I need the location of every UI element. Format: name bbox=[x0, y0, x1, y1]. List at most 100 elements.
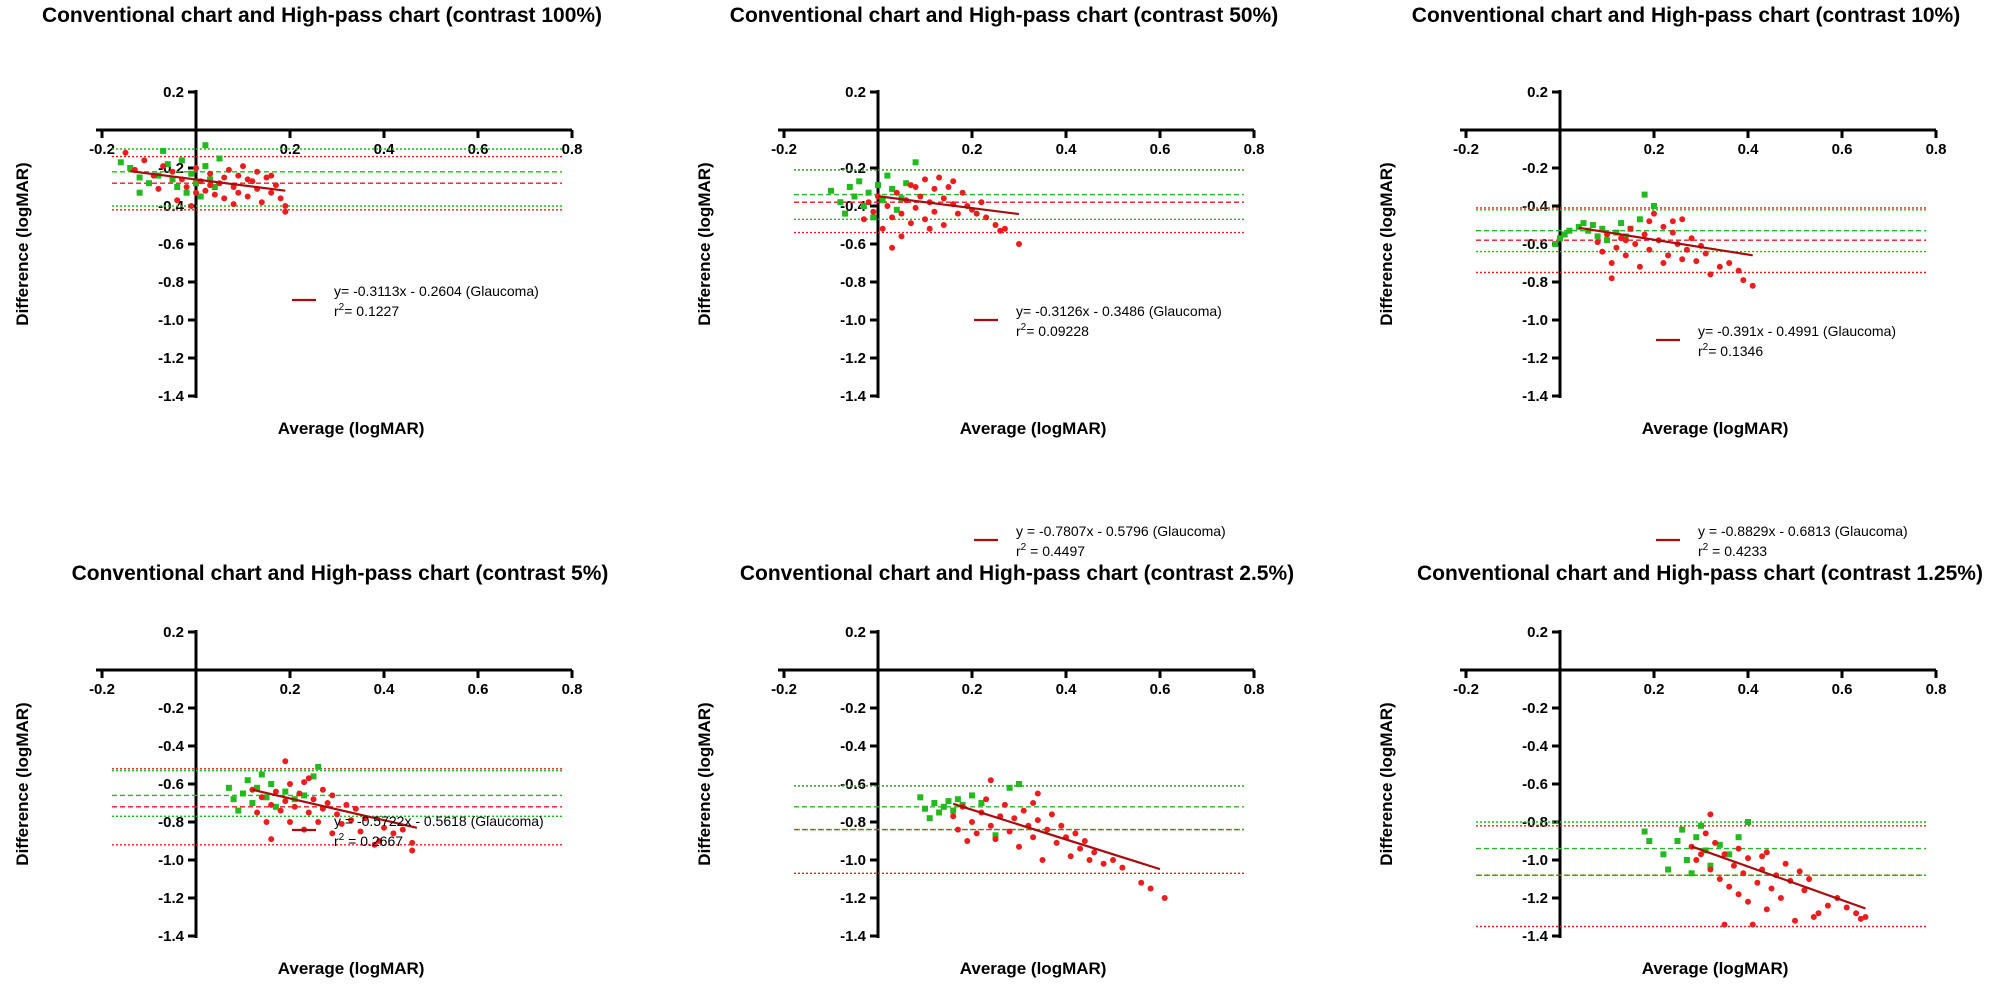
glaucoma-point bbox=[268, 836, 275, 843]
x-axis-title: Average (logMAR) bbox=[278, 959, 425, 978]
chart-title: Conventional chart and High-pass chart (… bbox=[42, 4, 602, 27]
glaucoma-point bbox=[865, 199, 872, 206]
glaucoma-point bbox=[291, 803, 298, 810]
y-tick-label: -0.2 bbox=[1522, 160, 1548, 177]
glaucoma-point bbox=[338, 820, 345, 827]
control-point bbox=[1566, 227, 1573, 234]
x-axis-title: Average (logMAR) bbox=[1642, 959, 1789, 978]
glaucoma-point bbox=[390, 830, 397, 837]
legend-equation: y= -0.3113x - 0.2604 (Glaucoma) bbox=[334, 283, 539, 299]
glaucoma-point bbox=[1001, 225, 1008, 232]
glaucoma-point bbox=[987, 822, 994, 829]
chart-title: Conventional chart and High-pass chart (… bbox=[730, 4, 1278, 27]
control-point bbox=[936, 809, 943, 816]
glaucoma-point bbox=[1646, 218, 1653, 225]
glaucoma-point bbox=[268, 172, 275, 179]
x-tick-label: -0.2 bbox=[1453, 681, 1479, 698]
legend-r-squared: r2= 0.09228 bbox=[1016, 322, 1089, 339]
glaucoma-point bbox=[305, 809, 312, 816]
control-point bbox=[249, 800, 256, 806]
control-point bbox=[244, 777, 251, 784]
glaucoma-point bbox=[1594, 239, 1601, 246]
x-tick-label: 0.6 bbox=[1832, 141, 1853, 158]
x-tick-label: 0.4 bbox=[1738, 681, 1760, 698]
control-point bbox=[240, 790, 246, 797]
glaucoma-point bbox=[272, 788, 279, 795]
glaucoma-point bbox=[329, 830, 336, 837]
glaucoma-point bbox=[1048, 811, 1055, 818]
y-tick-label: -1.2 bbox=[840, 350, 866, 367]
glaucoma-point bbox=[1608, 275, 1615, 282]
control-point bbox=[1641, 828, 1648, 835]
control-point bbox=[1641, 191, 1648, 198]
glaucoma-point bbox=[277, 807, 284, 814]
control-point bbox=[865, 189, 872, 196]
glaucoma-point bbox=[183, 184, 190, 190]
glaucoma-point bbox=[884, 203, 891, 209]
y-tick-label: -1.2 bbox=[1522, 350, 1548, 367]
control-point bbox=[268, 781, 275, 787]
control-point bbox=[207, 176, 214, 183]
control-point bbox=[889, 185, 896, 192]
control-point bbox=[851, 193, 858, 200]
chart-title: Conventional chart and High-pass chart (… bbox=[72, 562, 609, 585]
glaucoma-point bbox=[282, 208, 289, 215]
glaucoma-point bbox=[969, 819, 975, 825]
glaucoma-point bbox=[1777, 895, 1784, 901]
y-tick-label: -1.0 bbox=[158, 312, 184, 329]
regression-line bbox=[1691, 845, 1866, 910]
glaucoma-point bbox=[1726, 260, 1733, 266]
control-point bbox=[272, 803, 279, 810]
control-point bbox=[1580, 220, 1587, 227]
glaucoma-point bbox=[954, 210, 961, 217]
glaucoma-point bbox=[950, 178, 957, 185]
x-axis-title: Average (logMAR) bbox=[278, 419, 425, 438]
y-tick-label: -0.6 bbox=[158, 776, 184, 793]
glaucoma-point bbox=[1749, 921, 1756, 928]
glaucoma-point bbox=[207, 182, 214, 189]
glaucoma-point bbox=[174, 197, 181, 204]
regression-line bbox=[252, 788, 418, 829]
chart-title: Conventional chart and High-pass chart (… bbox=[1417, 562, 1983, 585]
glaucoma-point bbox=[244, 176, 251, 183]
glaucoma-point bbox=[287, 781, 293, 787]
glaucoma-point bbox=[931, 185, 938, 192]
glaucoma-point bbox=[898, 233, 905, 240]
glaucoma-point bbox=[202, 187, 209, 194]
glaucoma-point bbox=[945, 184, 952, 190]
glaucoma-point bbox=[301, 779, 308, 786]
control-point bbox=[837, 199, 844, 206]
glaucoma-point bbox=[1716, 263, 1723, 270]
x-tick-label: 0.8 bbox=[1244, 141, 1265, 158]
glaucoma-point bbox=[409, 839, 416, 846]
legend-r-squared: r2 = 0.4233 bbox=[1698, 542, 1767, 559]
y-axis-title: Difference (logMAR) bbox=[1377, 162, 1396, 325]
control-point bbox=[254, 784, 261, 791]
glaucoma-point bbox=[334, 811, 340, 818]
control-point bbox=[202, 142, 209, 149]
control-point bbox=[912, 159, 919, 166]
control-point bbox=[164, 161, 171, 168]
x-tick-label: 0.6 bbox=[468, 681, 489, 698]
glaucoma-point bbox=[983, 796, 990, 803]
x-tick-label: 0.2 bbox=[962, 681, 983, 698]
control-point bbox=[178, 157, 185, 164]
glaucoma-point bbox=[1665, 252, 1672, 259]
glaucoma-point bbox=[381, 824, 387, 831]
control-point bbox=[884, 172, 891, 179]
glaucoma-point bbox=[1862, 914, 1869, 920]
control-point bbox=[1618, 220, 1625, 227]
glaucoma-point bbox=[1669, 229, 1676, 236]
glaucoma-point bbox=[122, 149, 129, 156]
y-tick-label: -0.6 bbox=[158, 236, 184, 253]
control-point bbox=[870, 214, 877, 221]
control-point bbox=[1552, 241, 1559, 247]
glaucoma-point bbox=[1702, 830, 1709, 837]
glaucoma-point bbox=[329, 792, 336, 799]
glaucoma-point bbox=[1044, 826, 1051, 833]
glaucoma-point bbox=[409, 847, 416, 854]
y-tick-label: -0.8 bbox=[158, 274, 184, 291]
control-point bbox=[903, 180, 910, 187]
glaucoma-point bbox=[936, 174, 943, 181]
